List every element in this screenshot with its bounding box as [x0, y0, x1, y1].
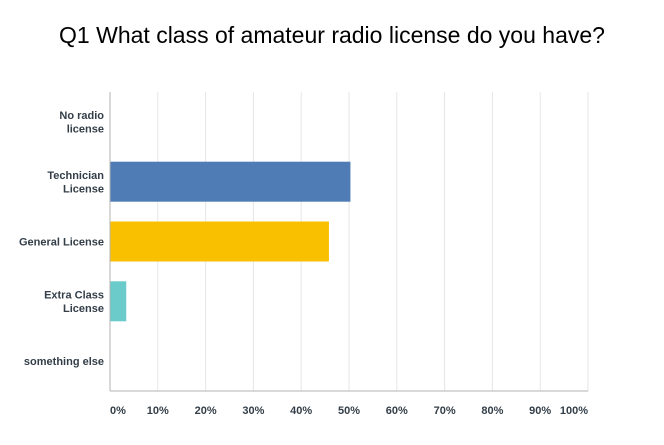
- x-tick-label: 30%: [242, 405, 264, 417]
- bars: [110, 161, 351, 322]
- x-tick-label: 50%: [338, 405, 360, 417]
- x-tick-label: 10%: [147, 405, 169, 417]
- category-labels: No radiolicenseTechnicianLicenseGeneral …: [19, 110, 104, 368]
- x-tick-label: 20%: [195, 405, 217, 417]
- x-tick-label: 0%: [110, 405, 126, 417]
- bar: [110, 221, 329, 262]
- category-label: Technician: [47, 170, 104, 182]
- category-label: General License: [19, 237, 104, 249]
- axes: [109, 92, 588, 392]
- chart-title: Q1 What class of amateur radio license d…: [59, 22, 605, 48]
- x-tick-label: 40%: [290, 405, 312, 417]
- category-label: License: [63, 303, 104, 315]
- tick-labels: 0% 10% 20% 30% 40% 50% 60% 70% 80% 90% 100%: [110, 405, 588, 417]
- x-tick-label: 80%: [481, 405, 503, 417]
- x-tick-label: 70%: [434, 405, 456, 417]
- category-label: license: [67, 124, 104, 136]
- x-tick-label: 90%: [529, 405, 551, 417]
- bar: [110, 281, 127, 322]
- category-label: License: [63, 183, 104, 195]
- category-label: Extra Class: [44, 290, 104, 302]
- category-label: No radio: [59, 110, 104, 122]
- category-label: something else: [24, 356, 104, 368]
- x-tick-label: 100%: [560, 405, 588, 417]
- bar: [110, 161, 351, 202]
- x-tick-label: 60%: [386, 405, 408, 417]
